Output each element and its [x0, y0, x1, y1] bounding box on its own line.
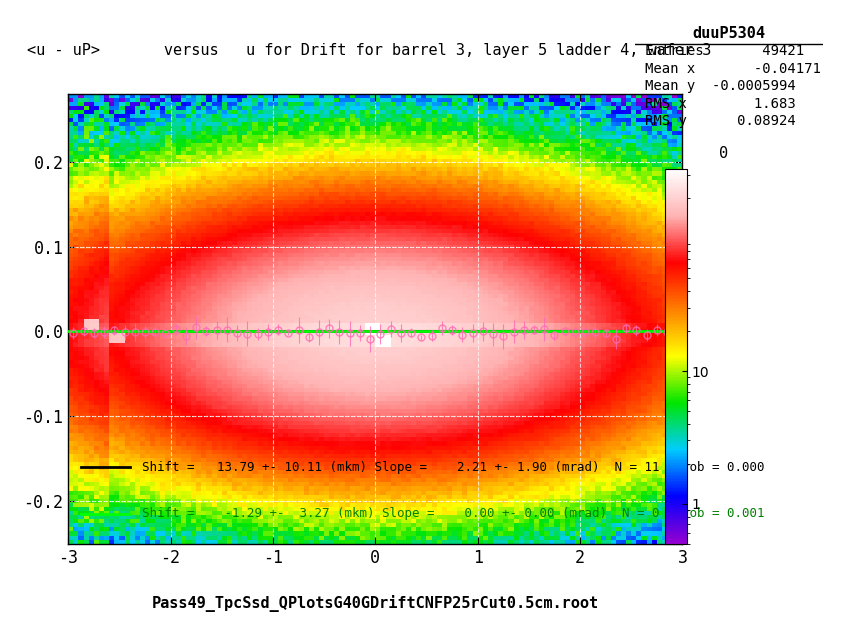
- Text: Mean x       -0.04171: Mean x -0.04171: [644, 62, 820, 76]
- Text: Shift =    -1.29 +-  3.27 (mkm) Slope =    0.00 +- 0.00 (mrad)  N = 0  prob = 0.: Shift = -1.29 +- 3.27 (mkm) Slope = 0.00…: [141, 508, 763, 521]
- Text: Entries       49421: Entries 49421: [644, 44, 803, 58]
- Text: duuP5304: duuP5304: [692, 26, 765, 41]
- Text: RMS x        1.683: RMS x 1.683: [644, 97, 795, 111]
- Text: 0: 0: [718, 146, 727, 161]
- Text: <u - uP>       versus   u for Drift for barrel 3, layer 5 ladder 4, wafer 3: <u - uP> versus u for Drift for barrel 3…: [27, 42, 711, 58]
- Text: Shift =   13.79 +- 10.11 (mkm) Slope =    2.21 +- 1.90 (mrad)  N = 11  prob = 0.: Shift = 13.79 +- 10.11 (mkm) Slope = 2.2…: [141, 461, 763, 474]
- Text: RMS y      0.08924: RMS y 0.08924: [644, 114, 795, 128]
- Text: Mean y  -0.0005994: Mean y -0.0005994: [644, 79, 795, 93]
- Text: Pass49_TpcSsd_QPlotsG40GDriftCNFP25rCut0.5cm.root: Pass49_TpcSsd_QPlotsG40GDriftCNFP25rCut0…: [152, 596, 598, 612]
